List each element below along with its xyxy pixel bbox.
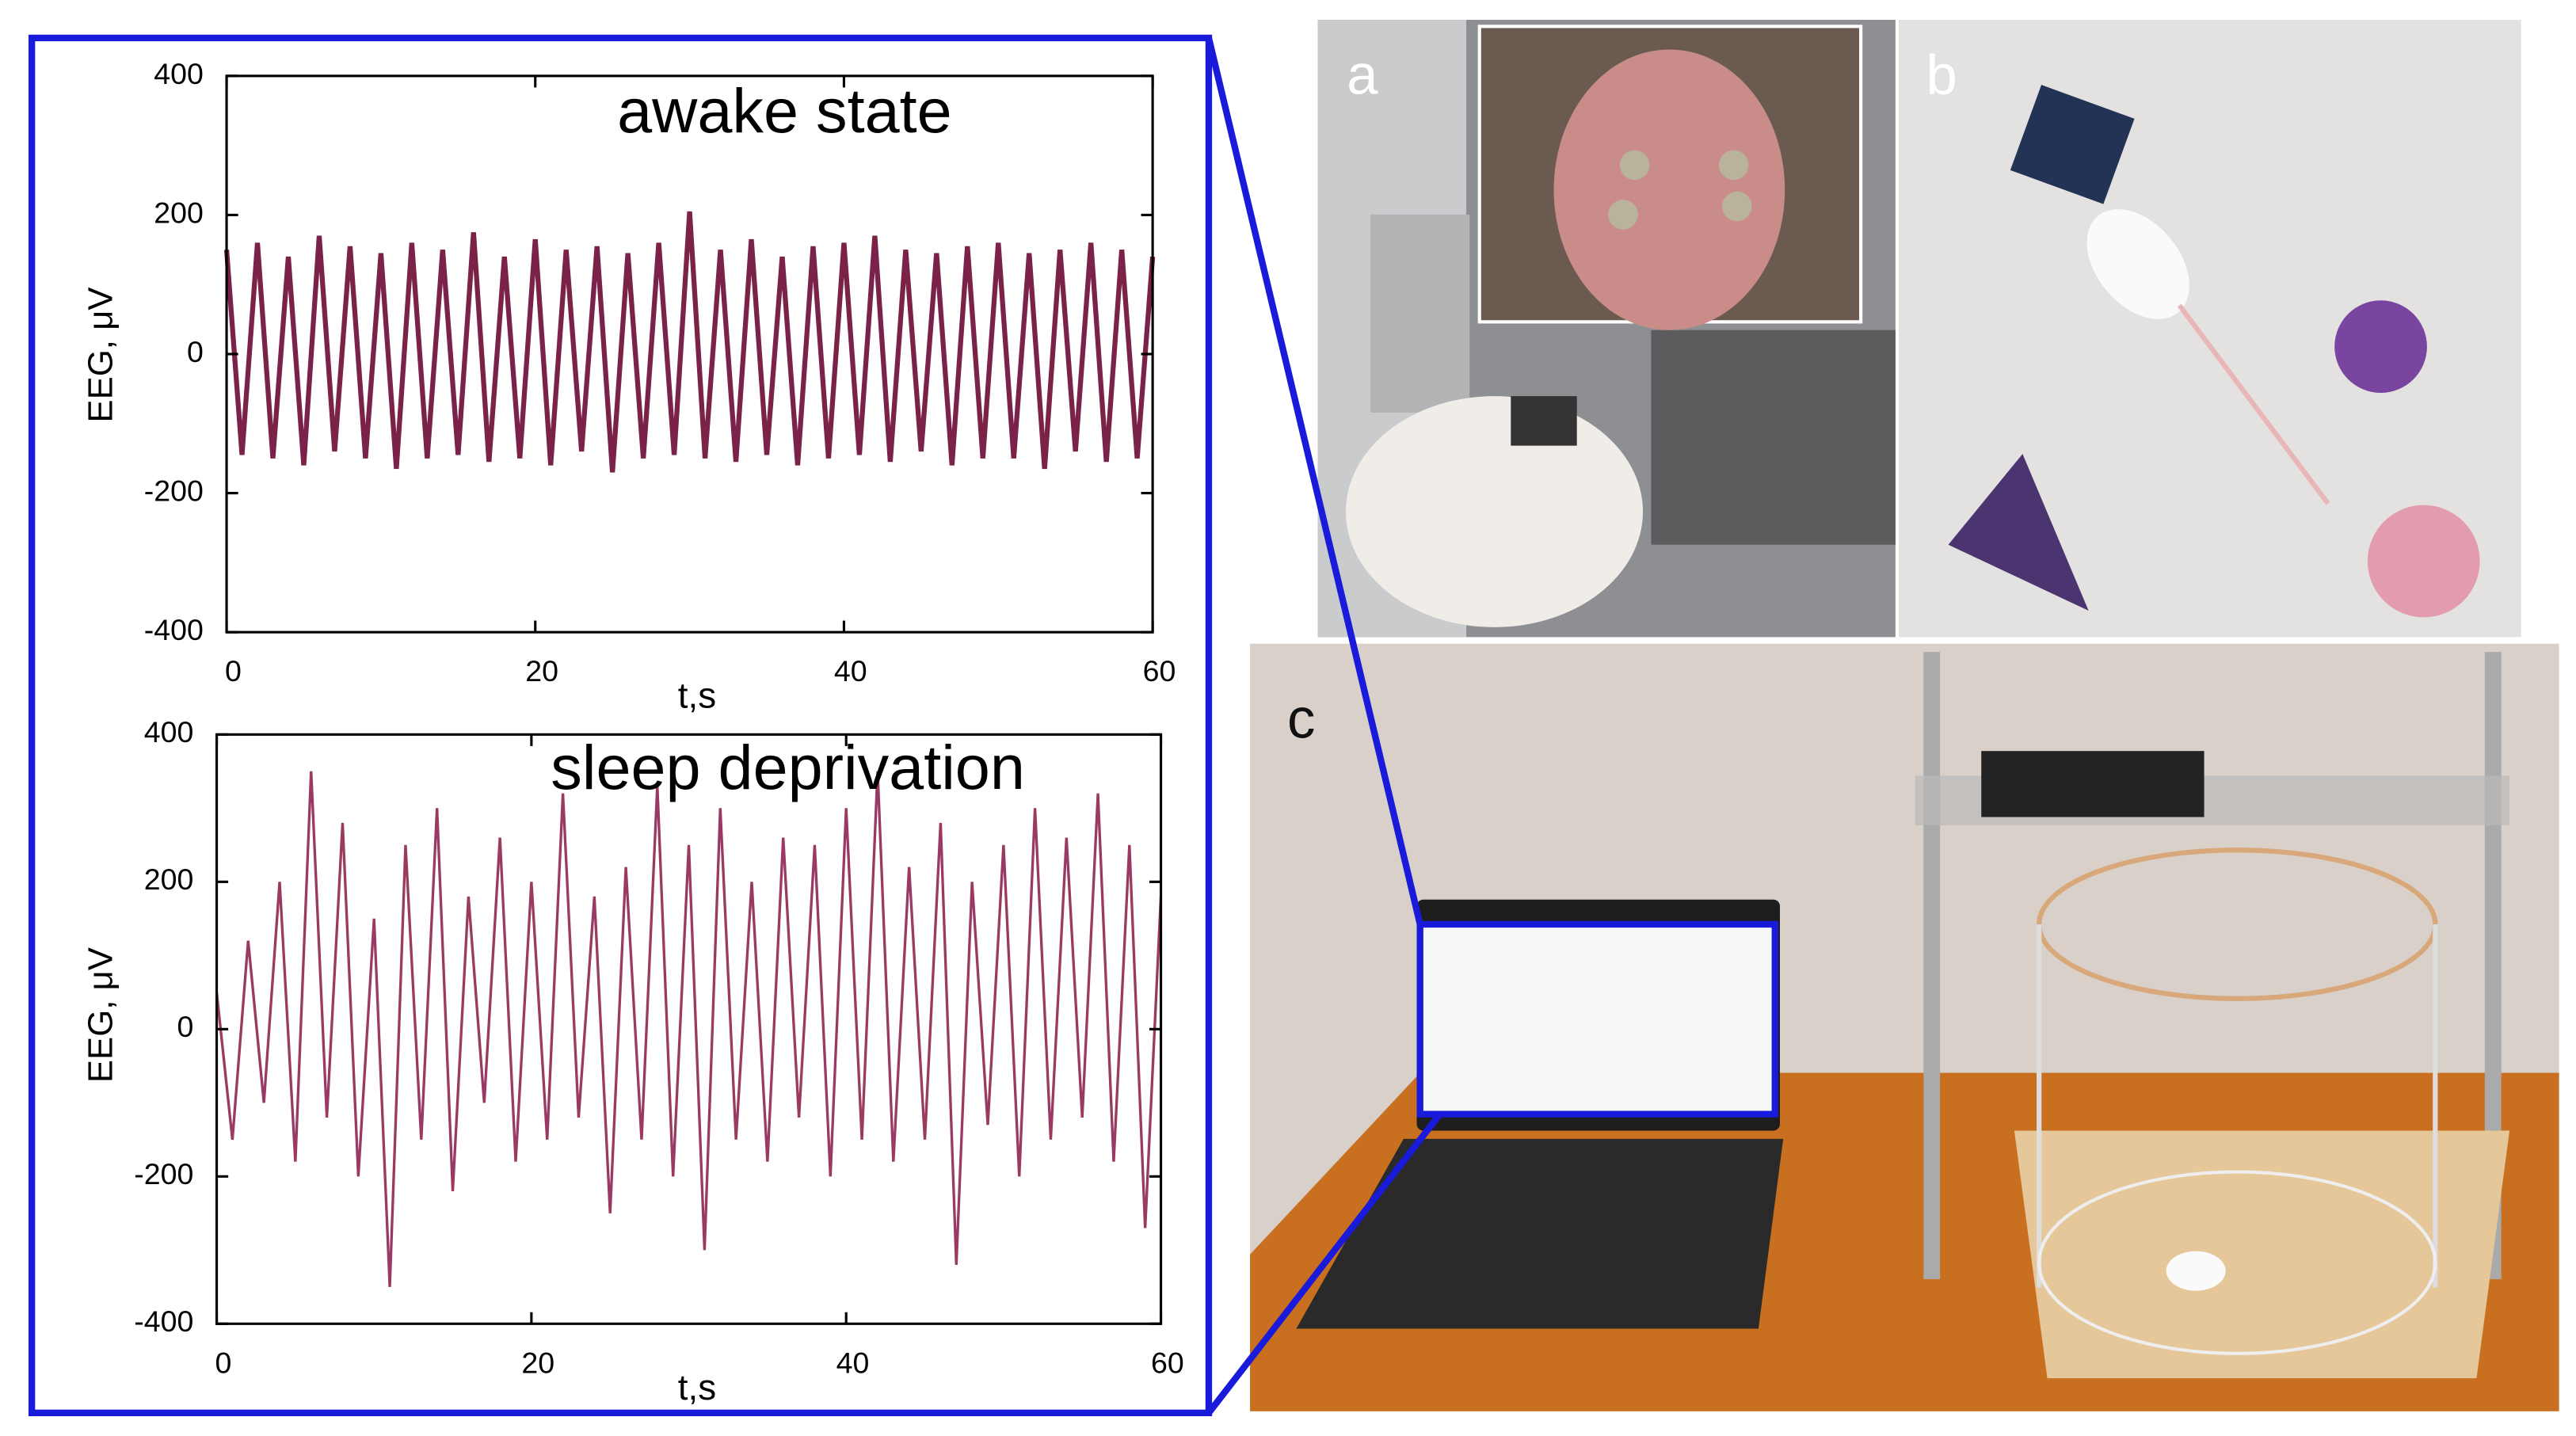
x-tick-label: 0	[225, 654, 242, 688]
chart-title: awake state	[617, 75, 951, 146]
x-tick-label: 40	[836, 1346, 870, 1379]
photo-c	[1250, 643, 2559, 1411]
y-tick-label: -400	[134, 1305, 193, 1338]
plot-frame	[215, 733, 1163, 1325]
panel-label: a	[1347, 44, 1378, 107]
y-tick-label: 200	[144, 863, 194, 896]
plot-frame	[225, 74, 1154, 634]
panel-label: b	[1926, 44, 1957, 107]
photo-b	[1899, 20, 2521, 638]
y-tick-label: 400	[144, 715, 194, 748]
x-tick-label: 20	[525, 654, 558, 688]
x-axis-label: t,s	[678, 676, 716, 716]
x-tick-label: 20	[521, 1346, 554, 1379]
zoom-line	[1205, 36, 1423, 925]
y-tick-label: 400	[154, 57, 204, 90]
y-tick-label: -400	[144, 613, 204, 646]
y-tick-label: -200	[144, 474, 204, 507]
x-tick-label: 60	[1143, 654, 1176, 688]
y-tick-label: 0	[187, 335, 204, 368]
zoom-line	[1206, 1112, 1443, 1415]
y-tick-label: 200	[154, 196, 204, 229]
x-tick-label: 40	[834, 654, 867, 688]
y-tick-label: -200	[134, 1157, 193, 1190]
eeg-trace	[215, 771, 1163, 1287]
panel-label: c	[1287, 688, 1315, 750]
zoom-frame	[28, 34, 1213, 1416]
x-tick-label: 60	[1151, 1346, 1184, 1379]
eeg-trace	[223, 211, 1156, 473]
x-axis-label: t,s	[678, 1367, 716, 1407]
x-tick-label: 0	[215, 1346, 231, 1379]
chart-title: sleep deprivation	[551, 732, 1025, 802]
y-axis-label: EEG, μV	[81, 287, 120, 422]
y-axis-label: EEG, μV	[81, 947, 120, 1083]
photo-a	[1317, 20, 1896, 638]
y-tick-label: 0	[177, 1010, 194, 1043]
